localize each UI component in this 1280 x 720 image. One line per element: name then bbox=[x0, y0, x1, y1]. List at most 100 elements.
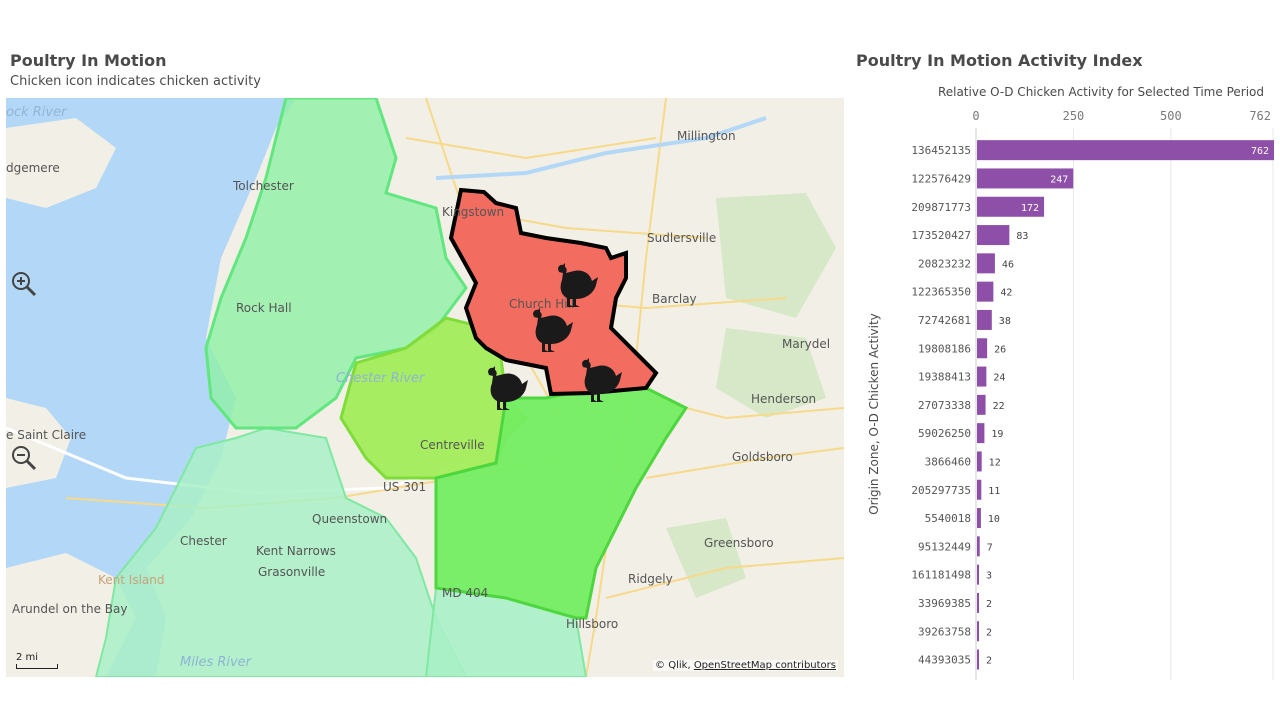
x-axis-title: Relative O-D Chicken Activity for Select… bbox=[938, 85, 1264, 99]
category-label: 44393035 bbox=[918, 654, 971, 667]
data-label: 762 bbox=[1251, 146, 1269, 157]
label-queenstown: Queenstown bbox=[312, 512, 387, 526]
label-rock-hall: Rock Hall bbox=[236, 301, 292, 315]
bar[interactable] bbox=[977, 536, 980, 557]
bar[interactable] bbox=[977, 564, 979, 585]
label-kent-narrows: Kent Narrows bbox=[256, 544, 336, 558]
forest-patch bbox=[666, 518, 746, 598]
map-subtitle: Chicken icon indicates chicken activity bbox=[10, 74, 261, 89]
map-title: Poultry In Motion bbox=[10, 51, 167, 70]
activity-bar-chart[interactable]: Relative O-D Chicken Activity for Select… bbox=[848, 84, 1276, 684]
data-label: 2 bbox=[986, 656, 992, 667]
chicken-icon[interactable] bbox=[582, 358, 622, 402]
category-label: 136452135 bbox=[911, 144, 971, 157]
label-miles-river: Miles River bbox=[180, 655, 253, 670]
bar[interactable] bbox=[977, 281, 994, 302]
attribution-prefix: © Qlik, bbox=[655, 660, 691, 671]
label-kent-island: Kent Island bbox=[98, 573, 164, 587]
category-label: 205297735 bbox=[911, 484, 971, 497]
label-arundel: Arundel on the Bay bbox=[12, 602, 127, 616]
chicken-icon[interactable] bbox=[533, 308, 573, 352]
category-label: 20823232 bbox=[918, 257, 971, 270]
label-barclay: Barclay bbox=[652, 292, 697, 306]
bar[interactable] bbox=[977, 649, 979, 670]
category-label: 5540018 bbox=[925, 512, 971, 525]
bar[interactable] bbox=[977, 338, 988, 359]
category-label: 3866460 bbox=[925, 455, 971, 468]
bar[interactable] bbox=[977, 366, 987, 387]
attribution-link[interactable]: OpenStreetMap contributors bbox=[693, 660, 836, 671]
land-northwest bbox=[6, 118, 116, 208]
data-label: 12 bbox=[989, 457, 1001, 468]
category-label: 95132449 bbox=[918, 540, 971, 553]
data-label: 247 bbox=[1050, 174, 1068, 185]
label-md404: MD 404 bbox=[442, 586, 488, 600]
bar[interactable] bbox=[977, 140, 1274, 161]
label-goldsboro: Goldsboro bbox=[732, 450, 793, 464]
label-henderson: Henderson bbox=[751, 392, 816, 406]
data-label: 11 bbox=[988, 486, 1000, 497]
scale-label: 2 mi bbox=[16, 652, 39, 663]
label-centreville: Centreville bbox=[420, 438, 485, 452]
label-greensboro: Greensboro bbox=[704, 536, 774, 550]
y-axis-title: Origin Zone, O-D Chicken Activity bbox=[867, 313, 881, 515]
map-panel[interactable]: Millington Kingstown Sudlersville Tolche… bbox=[6, 98, 844, 677]
map-scale: 2 mi bbox=[16, 652, 58, 669]
forest-patch bbox=[716, 193, 836, 318]
label-kingstown: Kingstown bbox=[442, 205, 504, 219]
category-label: 122365350 bbox=[911, 286, 971, 299]
bar[interactable] bbox=[977, 225, 1010, 246]
bar[interactable] bbox=[977, 508, 981, 529]
zoom-out-button[interactable] bbox=[10, 444, 38, 472]
forest-patch bbox=[716, 328, 826, 418]
chart-title: Poultry In Motion Activity Index bbox=[856, 51, 1143, 70]
chicken-icon[interactable] bbox=[488, 366, 528, 410]
bar[interactable] bbox=[977, 253, 995, 274]
bar[interactable] bbox=[977, 309, 992, 330]
zone-mint-west[interactable] bbox=[94, 426, 468, 677]
label-millington: Millington bbox=[677, 129, 736, 143]
category-label: 33969385 bbox=[918, 597, 971, 610]
data-label: 2 bbox=[986, 627, 992, 638]
zone-north[interactable] bbox=[204, 98, 468, 430]
category-label: 72742681 bbox=[918, 314, 971, 327]
label-saint-claire: e Saint Claire bbox=[6, 428, 86, 442]
category-label: 161181498 bbox=[911, 569, 971, 582]
data-label: 22 bbox=[993, 401, 1005, 412]
map-canvas[interactable]: Millington Kingstown Sudlersville Tolche… bbox=[6, 98, 844, 677]
data-label: 38 bbox=[999, 316, 1011, 327]
data-label: 19 bbox=[991, 429, 1003, 440]
bar[interactable] bbox=[977, 621, 979, 642]
label-marydel: Marydel bbox=[782, 337, 830, 351]
x-tick-label: 500 bbox=[1160, 109, 1182, 123]
label-grasonville: Grasonville bbox=[258, 565, 325, 579]
bar[interactable] bbox=[977, 394, 986, 415]
data-label: 10 bbox=[988, 514, 1000, 525]
category-label: 173520427 bbox=[911, 229, 971, 242]
category-label: 19388413 bbox=[918, 371, 971, 384]
zone-selected[interactable] bbox=[448, 187, 659, 397]
label-tolchester: Tolchester bbox=[232, 179, 294, 193]
label-hillsboro: Hillsboro bbox=[566, 617, 618, 631]
label-sudlersville: Sudlersville bbox=[647, 231, 716, 245]
data-label: 172 bbox=[1021, 203, 1039, 214]
category-label: 122576429 bbox=[911, 172, 971, 185]
zoom-in-button[interactable] bbox=[10, 270, 38, 298]
chicken-icon[interactable] bbox=[558, 263, 598, 307]
bar[interactable] bbox=[977, 423, 985, 444]
label-church-hill: Church Hill bbox=[509, 297, 574, 311]
bar[interactable] bbox=[977, 592, 979, 613]
bar[interactable] bbox=[977, 196, 1045, 217]
category-label: 39263758 bbox=[918, 625, 971, 638]
bar[interactable] bbox=[977, 451, 982, 472]
x-tick-label: 762 bbox=[1249, 109, 1271, 123]
label-chester-river: Chester River bbox=[336, 371, 426, 386]
label-chester: Chester bbox=[180, 534, 227, 548]
x-tick-label: 0 bbox=[972, 109, 979, 123]
bar[interactable] bbox=[977, 479, 982, 500]
label-us301: US 301 bbox=[383, 480, 426, 494]
data-label: 83 bbox=[1016, 231, 1028, 242]
category-label: 19808186 bbox=[918, 342, 971, 355]
data-label: 7 bbox=[987, 542, 993, 553]
bar[interactable] bbox=[977, 168, 1074, 189]
